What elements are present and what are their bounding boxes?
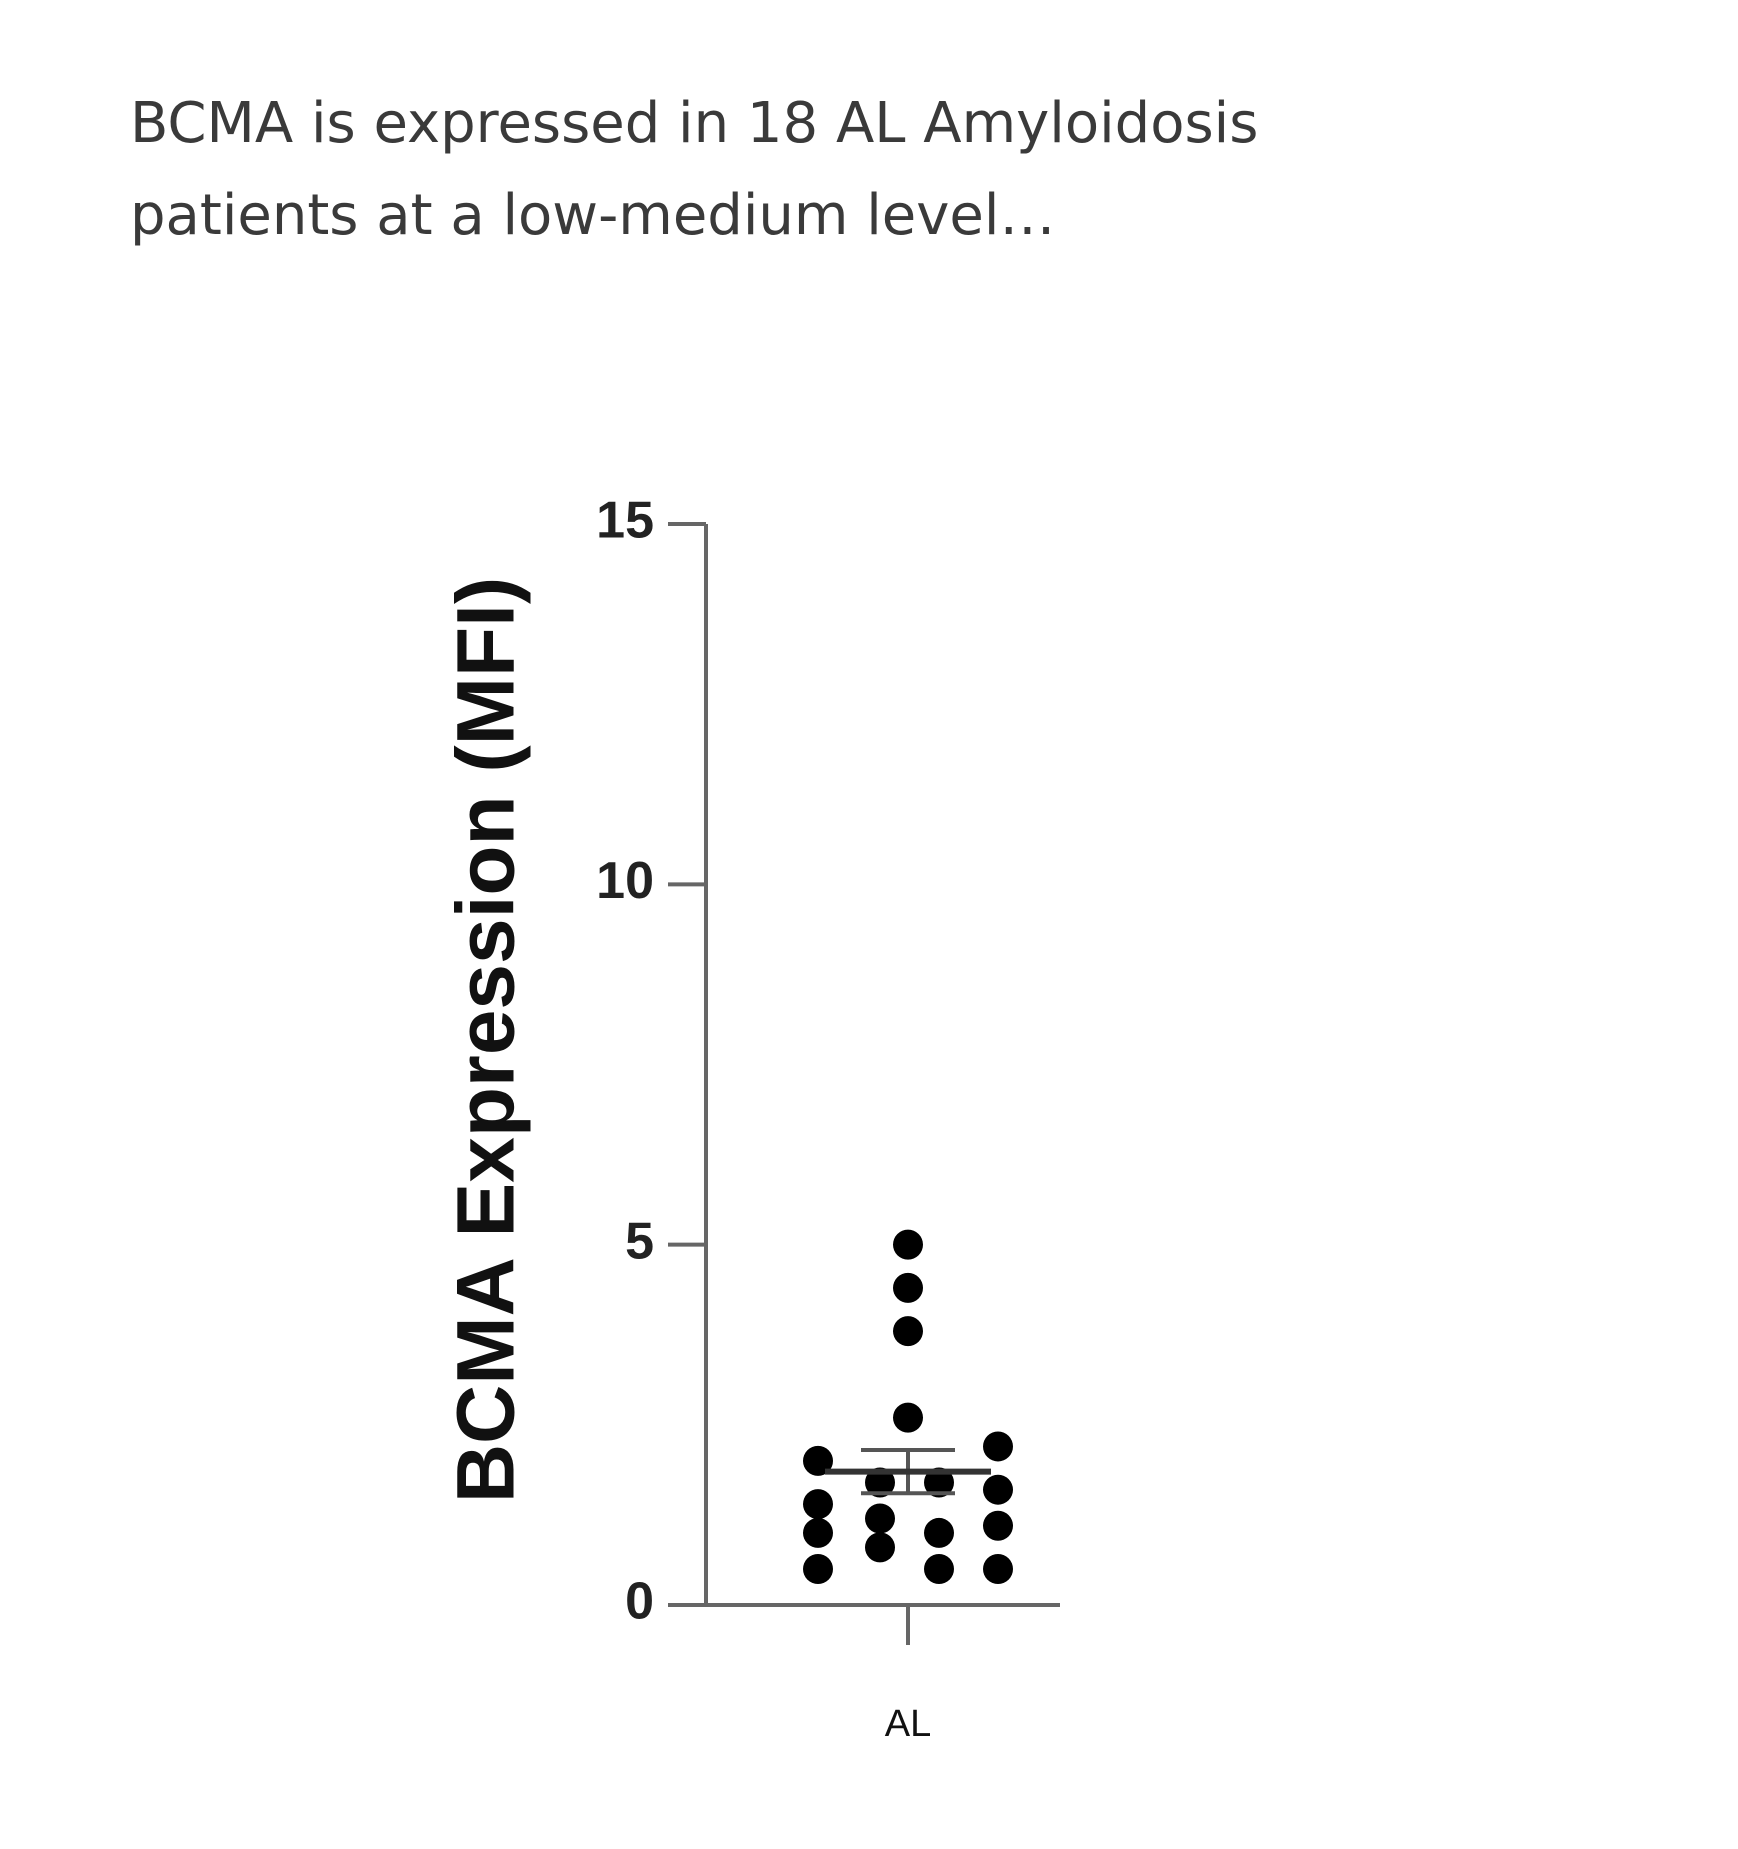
- data-point: [893, 1229, 923, 1260]
- data-point: [803, 1553, 833, 1584]
- data-point: [893, 1316, 923, 1347]
- y-tick-label: 0: [625, 1573, 654, 1631]
- y-tick-label: 15: [596, 492, 654, 550]
- chart-title: BCMA is expressed in 18 AL Amyloidosis: [130, 91, 1258, 156]
- y-axis-label: BCMA Expression (MFI): [441, 577, 532, 1503]
- x-tick-label: AL: [885, 1703, 931, 1745]
- data-point: [983, 1431, 1013, 1462]
- chart-title: patients at a low-medium level…: [130, 183, 1055, 248]
- data-point: [924, 1467, 954, 1498]
- data-point: [924, 1553, 954, 1584]
- data-point: [924, 1517, 954, 1548]
- data-point: [983, 1474, 1013, 1505]
- data-point: [865, 1467, 895, 1498]
- data-point: [983, 1553, 1013, 1584]
- y-tick-label: 5: [625, 1212, 654, 1270]
- y-tick-label: 10: [596, 852, 654, 910]
- data-point: [865, 1532, 895, 1563]
- data-point: [893, 1272, 923, 1303]
- data-point: [803, 1517, 833, 1548]
- data-point: [893, 1402, 923, 1433]
- data-point: [803, 1445, 833, 1476]
- data-point: [865, 1503, 895, 1534]
- data-point: [983, 1510, 1013, 1541]
- data-point: [803, 1489, 833, 1520]
